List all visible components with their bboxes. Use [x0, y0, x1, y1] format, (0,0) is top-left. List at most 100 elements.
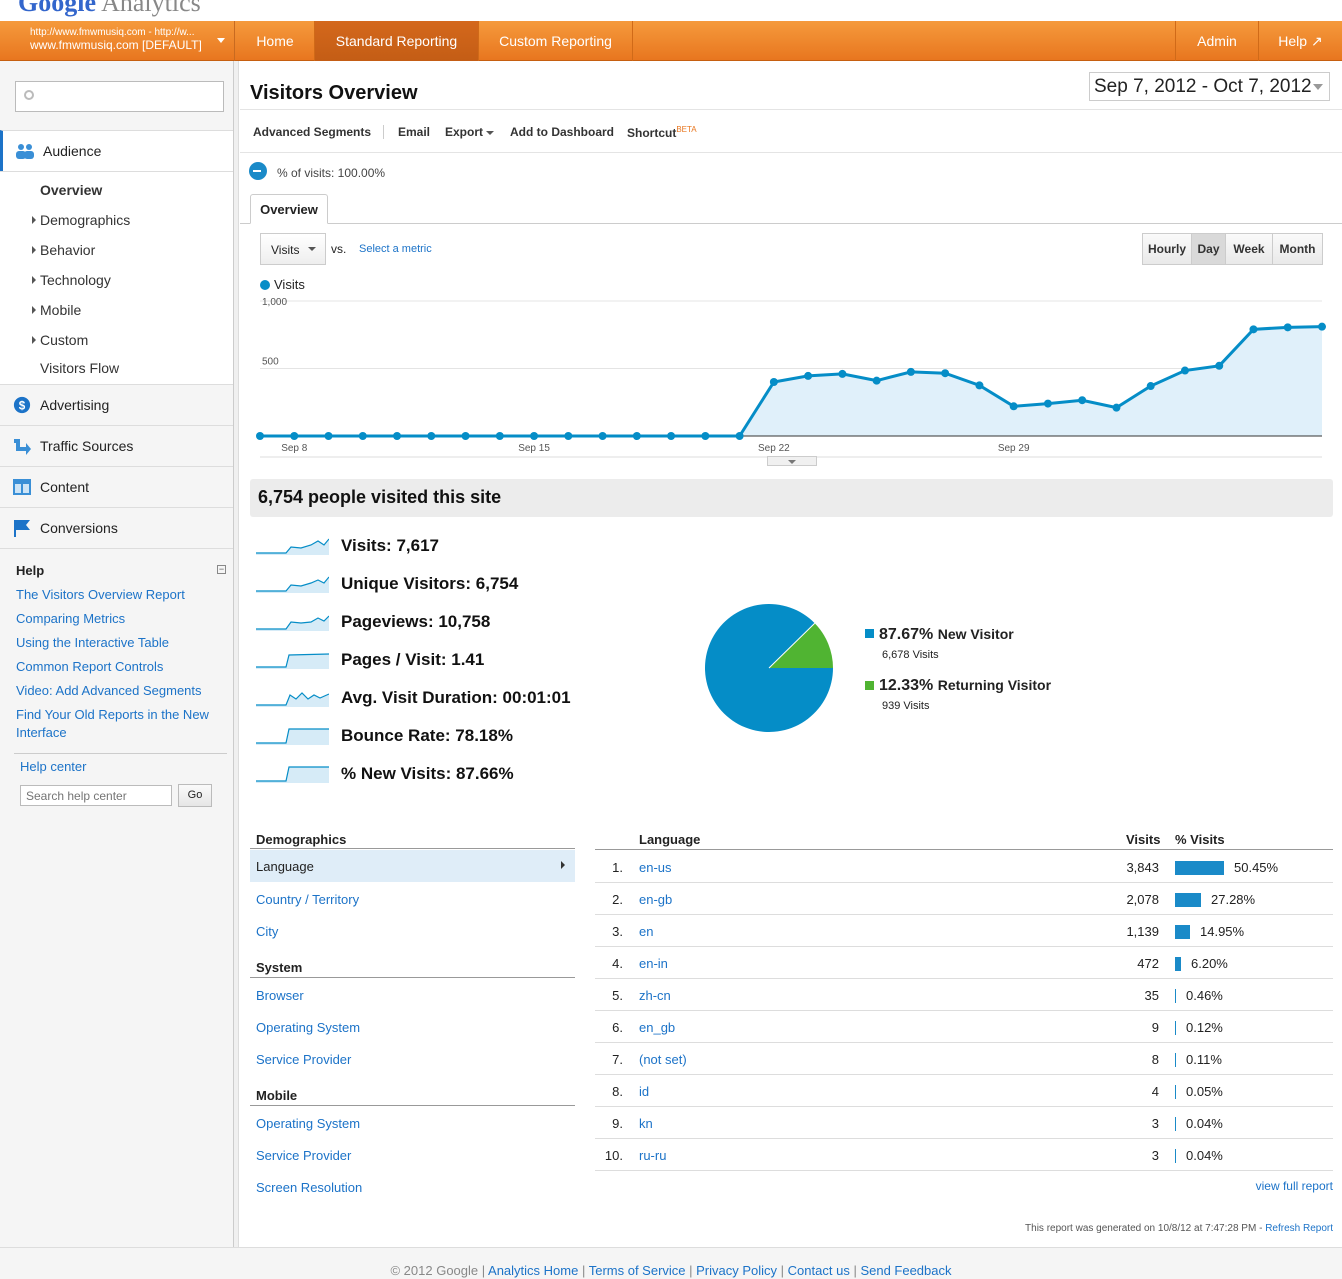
- data-point[interactable]: [701, 432, 710, 440]
- sidebar-search-input[interactable]: [15, 81, 224, 112]
- data-point[interactable]: [632, 432, 641, 440]
- data-point[interactable]: [598, 432, 607, 440]
- day-button[interactable]: Day: [1191, 233, 1226, 265]
- sidebar-item-traffic-sources[interactable]: Traffic Sources: [0, 425, 233, 466]
- sidebar-resize-handle[interactable]: [234, 61, 239, 1247]
- data-point[interactable]: [564, 432, 573, 440]
- pie-slice-returning-visitor[interactable]: [769, 623, 833, 668]
- row-language-link[interactable]: kn: [639, 1116, 653, 1131]
- data-point[interactable]: [872, 376, 881, 385]
- shortcut-button[interactable]: ShortcutBETA: [627, 125, 697, 140]
- data-point[interactable]: [906, 367, 915, 376]
- demographics-city-link[interactable]: City: [256, 924, 279, 939]
- sidebar-sub-visitors-flow[interactable]: Visitors Flow: [40, 360, 120, 376]
- demographics-language-selected[interactable]: Language: [250, 850, 575, 882]
- system-os-link[interactable]: Operating System: [256, 1020, 361, 1035]
- data-point[interactable]: [1112, 403, 1121, 412]
- data-point[interactable]: [1043, 399, 1052, 408]
- sidebar-item-conversions[interactable]: Conversions: [0, 507, 233, 548]
- data-point[interactable]: [941, 369, 950, 378]
- data-point[interactable]: [1249, 325, 1258, 334]
- view-full-report-link[interactable]: view full report: [1255, 1179, 1333, 1193]
- tab-overview[interactable]: Overview: [250, 194, 328, 224]
- data-point[interactable]: [461, 432, 470, 440]
- data-point[interactable]: [1078, 396, 1087, 405]
- visitor-type-pie-chart[interactable]: [702, 601, 837, 736]
- sidebar-sub-technology[interactable]: Technology: [32, 272, 111, 288]
- footer-link-feedback[interactable]: Send Feedback: [860, 1263, 952, 1278]
- data-point[interactable]: [838, 369, 847, 378]
- data-point[interactable]: [804, 371, 813, 380]
- data-point[interactable]: [427, 432, 436, 440]
- mobile-provider-link[interactable]: Service Provider: [256, 1148, 352, 1163]
- data-point[interactable]: [735, 432, 744, 440]
- nav-help[interactable]: Help ↗: [1259, 21, 1342, 61]
- account-selector[interactable]: http://www.fmwmusiq.com - http://w... ww…: [0, 21, 235, 61]
- nav-custom-reporting[interactable]: Custom Reporting: [479, 21, 633, 61]
- export-button[interactable]: Export: [445, 125, 495, 139]
- footer-link-analytics-home[interactable]: Analytics Home: [488, 1263, 579, 1278]
- sidebar-sub-demographics[interactable]: Demographics: [32, 212, 130, 228]
- row-language-link[interactable]: zh-cn: [639, 988, 671, 1003]
- system-browser-link[interactable]: Browser: [256, 988, 304, 1003]
- data-point[interactable]: [358, 432, 367, 440]
- hourly-button[interactable]: Hourly: [1142, 233, 1192, 265]
- help-go-button[interactable]: Go: [178, 784, 212, 807]
- help-link[interactable]: Common Report Controls: [16, 659, 164, 674]
- data-point[interactable]: [1180, 366, 1189, 375]
- nav-home[interactable]: Home: [236, 21, 315, 61]
- sidebar-sub-behavior[interactable]: Behavior: [32, 242, 95, 258]
- data-point[interactable]: [769, 378, 778, 386]
- footer-link-privacy[interactable]: Privacy Policy: [696, 1263, 778, 1278]
- footer-link-terms[interactable]: Terms of Service: [588, 1263, 686, 1278]
- data-point[interactable]: [1318, 322, 1326, 331]
- row-language-link[interactable]: en-gb: [639, 892, 673, 907]
- refresh-report-link[interactable]: Refresh Report: [1265, 1223, 1333, 1234]
- mobile-resolution-link[interactable]: Screen Resolution: [256, 1180, 363, 1195]
- data-point[interactable]: [1009, 402, 1018, 411]
- help-link[interactable]: Comparing Metrics: [16, 611, 126, 626]
- data-point[interactable]: [495, 432, 504, 440]
- help-link[interactable]: Interface: [16, 725, 67, 740]
- help-link[interactable]: Video: Add Advanced Segments: [16, 683, 202, 698]
- help-link[interactable]: Using the Interactive Table: [16, 635, 169, 650]
- mobile-os-link[interactable]: Operating System: [256, 1116, 361, 1131]
- row-language-link[interactable]: en-in: [639, 956, 668, 971]
- row-language-link[interactable]: en_gb: [639, 1020, 676, 1035]
- demographics-country-link[interactable]: Country / Territory: [256, 892, 360, 907]
- chart-expand-handle[interactable]: [767, 456, 817, 466]
- data-point[interactable]: [975, 381, 984, 390]
- row-language-link[interactable]: id: [639, 1084, 650, 1099]
- data-point[interactable]: [324, 432, 333, 440]
- footer-link-contact[interactable]: Contact us: [787, 1263, 850, 1278]
- row-language-link[interactable]: (not set): [639, 1052, 687, 1067]
- row-language-link[interactable]: en: [639, 924, 654, 939]
- date-range-picker[interactable]: Sep 7, 2012 - Oct 7, 2012: [1089, 72, 1330, 101]
- add-to-dashboard-button[interactable]: Add to Dashboard: [510, 125, 614, 139]
- collapse-icon[interactable]: −: [217, 564, 226, 574]
- week-button[interactable]: Week: [1225, 233, 1273, 265]
- help-center-link[interactable]: Help center: [20, 759, 87, 774]
- metric-select[interactable]: Visits: [260, 233, 326, 265]
- help-link[interactable]: The Visitors Overview Report: [16, 587, 185, 602]
- month-button[interactable]: Month: [1272, 233, 1323, 265]
- help-search-input[interactable]: [20, 785, 172, 806]
- data-point[interactable]: [667, 432, 676, 440]
- email-button[interactable]: Email: [398, 125, 431, 139]
- nav-admin[interactable]: Admin: [1175, 21, 1259, 61]
- data-point[interactable]: [393, 432, 402, 440]
- system-provider-link[interactable]: Service Provider: [256, 1052, 352, 1067]
- sidebar-sub-mobile[interactable]: Mobile: [32, 302, 81, 318]
- sidebar-item-audience[interactable]: Audience: [0, 130, 233, 171]
- help-link[interactable]: Find Your Old Reports in the New: [16, 707, 209, 722]
- row-language-link[interactable]: en-us: [639, 860, 672, 875]
- sidebar-sub-overview[interactable]: Overview: [40, 182, 103, 198]
- row-language-link[interactable]: ru-ru: [639, 1148, 667, 1163]
- data-point[interactable]: [256, 432, 264, 440]
- sidebar-sub-custom[interactable]: Custom: [32, 332, 88, 348]
- nav-standard-reporting[interactable]: Standard Reporting: [315, 21, 479, 61]
- data-point[interactable]: [1283, 323, 1292, 332]
- select-metric-link[interactable]: Select a metric: [359, 243, 432, 255]
- data-point[interactable]: [290, 432, 299, 440]
- sidebar-item-content[interactable]: Content: [0, 466, 233, 507]
